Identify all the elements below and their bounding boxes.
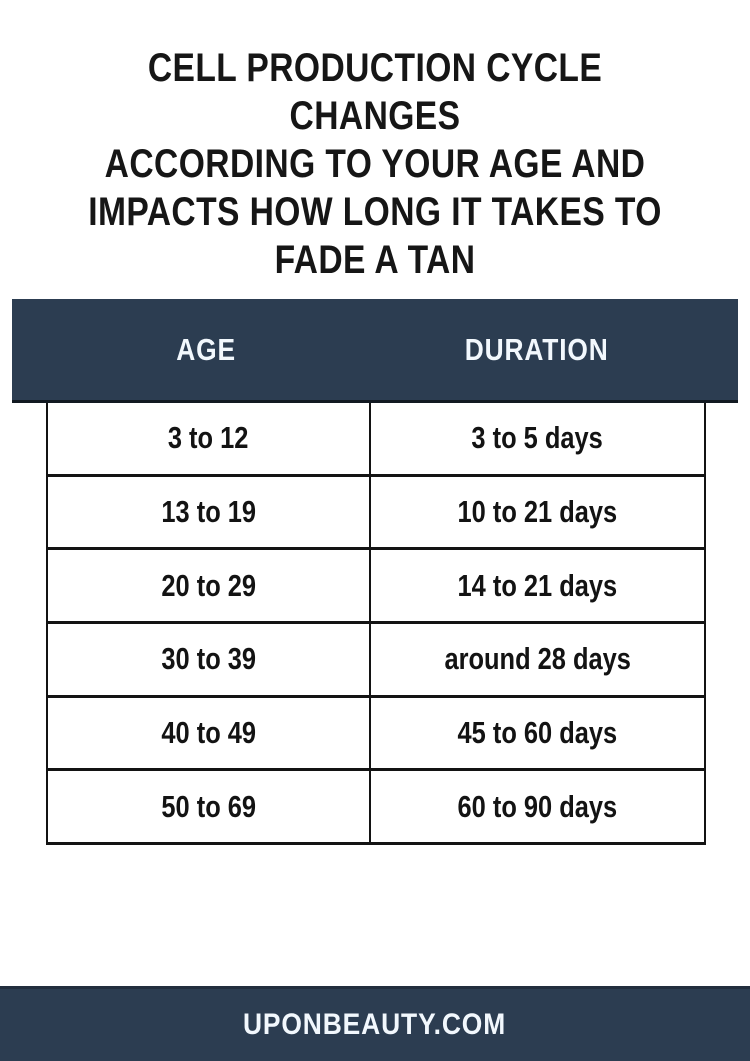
duration-cell: 60 to 90 days [369, 771, 704, 842]
title-line-4: FADE A TAN [274, 238, 476, 282]
table-row: 40 to 49 45 to 60 days [48, 697, 704, 772]
table-row: 20 to 29 14 to 21 days [48, 550, 704, 624]
title-line-3: IMPACTS HOW LONG IT TAKES TO [88, 190, 662, 234]
age-cell: 13 to 19 [48, 477, 369, 548]
age-value: 40 to 49 [161, 714, 256, 750]
duration-cell: 14 to 21 days [369, 550, 704, 621]
duration-value: 10 to 21 days [457, 493, 618, 529]
age-value: 30 to 39 [161, 641, 256, 677]
column-header-duration: DURATION [367, 332, 706, 368]
duration-cell: 10 to 21 days [369, 476, 704, 548]
duration-cell: 3 to 5 days [369, 403, 704, 474]
age-cell: 20 to 29 [48, 550, 369, 621]
page-title: CELL PRODUCTION CYCLE CHANGES ACCORDING … [60, 44, 690, 284]
duration-cell: around 28 days [369, 623, 704, 695]
duration-cell: 45 to 60 days [369, 697, 704, 769]
age-value: 20 to 29 [161, 567, 256, 603]
duration-value: 14 to 21 days [457, 567, 618, 603]
data-table: 3 to 12 3 to 5 days 13 to 19 10 to 21 da… [46, 403, 706, 845]
title-line-1: CELL PRODUCTION CYCLE CHANGES [147, 46, 603, 138]
column-header-age-label: AGE [176, 331, 237, 367]
age-cell: 3 to 12 [48, 403, 369, 474]
column-header-age: AGE [46, 332, 367, 368]
table-row: 13 to 19 10 to 21 days [48, 476, 704, 551]
age-cell: 30 to 39 [48, 624, 369, 695]
duration-value: 45 to 60 days [457, 714, 618, 750]
site-name: UPONBEAUTY.COM [243, 1008, 507, 1041]
duration-value: 3 to 5 days [471, 420, 604, 456]
age-value: 13 to 19 [161, 493, 256, 529]
age-value: 50 to 69 [161, 788, 256, 824]
age-value: 3 to 12 [168, 420, 249, 456]
column-header-duration-label: DURATION [464, 331, 609, 367]
table-row: 50 to 69 60 to 90 days [48, 771, 704, 845]
table-row: 3 to 12 3 to 5 days [48, 403, 704, 477]
title-line-2: ACCORDING TO YOUR AGE AND [104, 142, 646, 186]
footer-bar: UPONBEAUTY.COM [0, 986, 750, 1061]
age-cell: 40 to 49 [48, 698, 369, 769]
age-cell: 50 to 69 [48, 771, 369, 842]
duration-value: around 28 days [444, 641, 631, 677]
table-header-bar: AGE DURATION [12, 299, 738, 403]
table-row: 30 to 39 around 28 days [48, 623, 704, 698]
duration-value: 60 to 90 days [457, 788, 618, 824]
table-header-row: AGE DURATION [46, 299, 706, 400]
